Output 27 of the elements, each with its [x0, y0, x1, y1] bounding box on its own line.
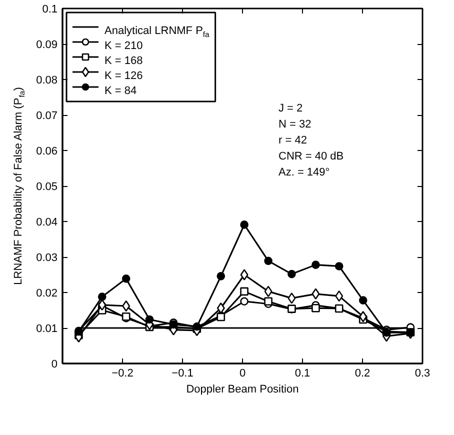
- y-tick-label: 0.09: [36, 39, 58, 51]
- y-tick-label: 0.03: [36, 252, 58, 264]
- x-tick-label: 0.2: [354, 368, 370, 380]
- annotation: N = 32: [278, 118, 312, 130]
- legend-label: K = 126: [104, 70, 143, 82]
- y-tick-label: 0.01: [36, 323, 58, 335]
- y-tick-label: 0.07: [36, 110, 58, 122]
- y-tick-label: 0.05: [36, 181, 58, 193]
- annotation: Az. = 149°: [278, 166, 330, 178]
- y-tick-label: 0.08: [36, 74, 58, 86]
- y-tick-label: 0.04: [36, 216, 58, 228]
- y-tick-label: 0.06: [36, 146, 58, 158]
- annotation: r = 42: [278, 134, 307, 146]
- x-tick-label: 0.1: [294, 368, 310, 380]
- legend-label: K = 210: [104, 40, 143, 52]
- x-tick-label: 0: [239, 368, 246, 380]
- legend-label: K = 84: [104, 85, 137, 97]
- y-tick-label: 0: [51, 358, 58, 370]
- x-axis-title: Doppler Beam Position: [186, 384, 299, 396]
- x-tick-label: 0.3: [414, 368, 430, 380]
- x-tick-label: −0.1: [172, 368, 194, 380]
- annotation: J = 2: [278, 102, 303, 114]
- x-tick-label: −0.2: [112, 368, 134, 380]
- y-tick-label: 0.1: [42, 4, 58, 16]
- legend-label: K = 168: [104, 55, 143, 67]
- y-tick-label: 0.02: [36, 288, 58, 300]
- annotation: CNR = 40 dB: [278, 150, 344, 162]
